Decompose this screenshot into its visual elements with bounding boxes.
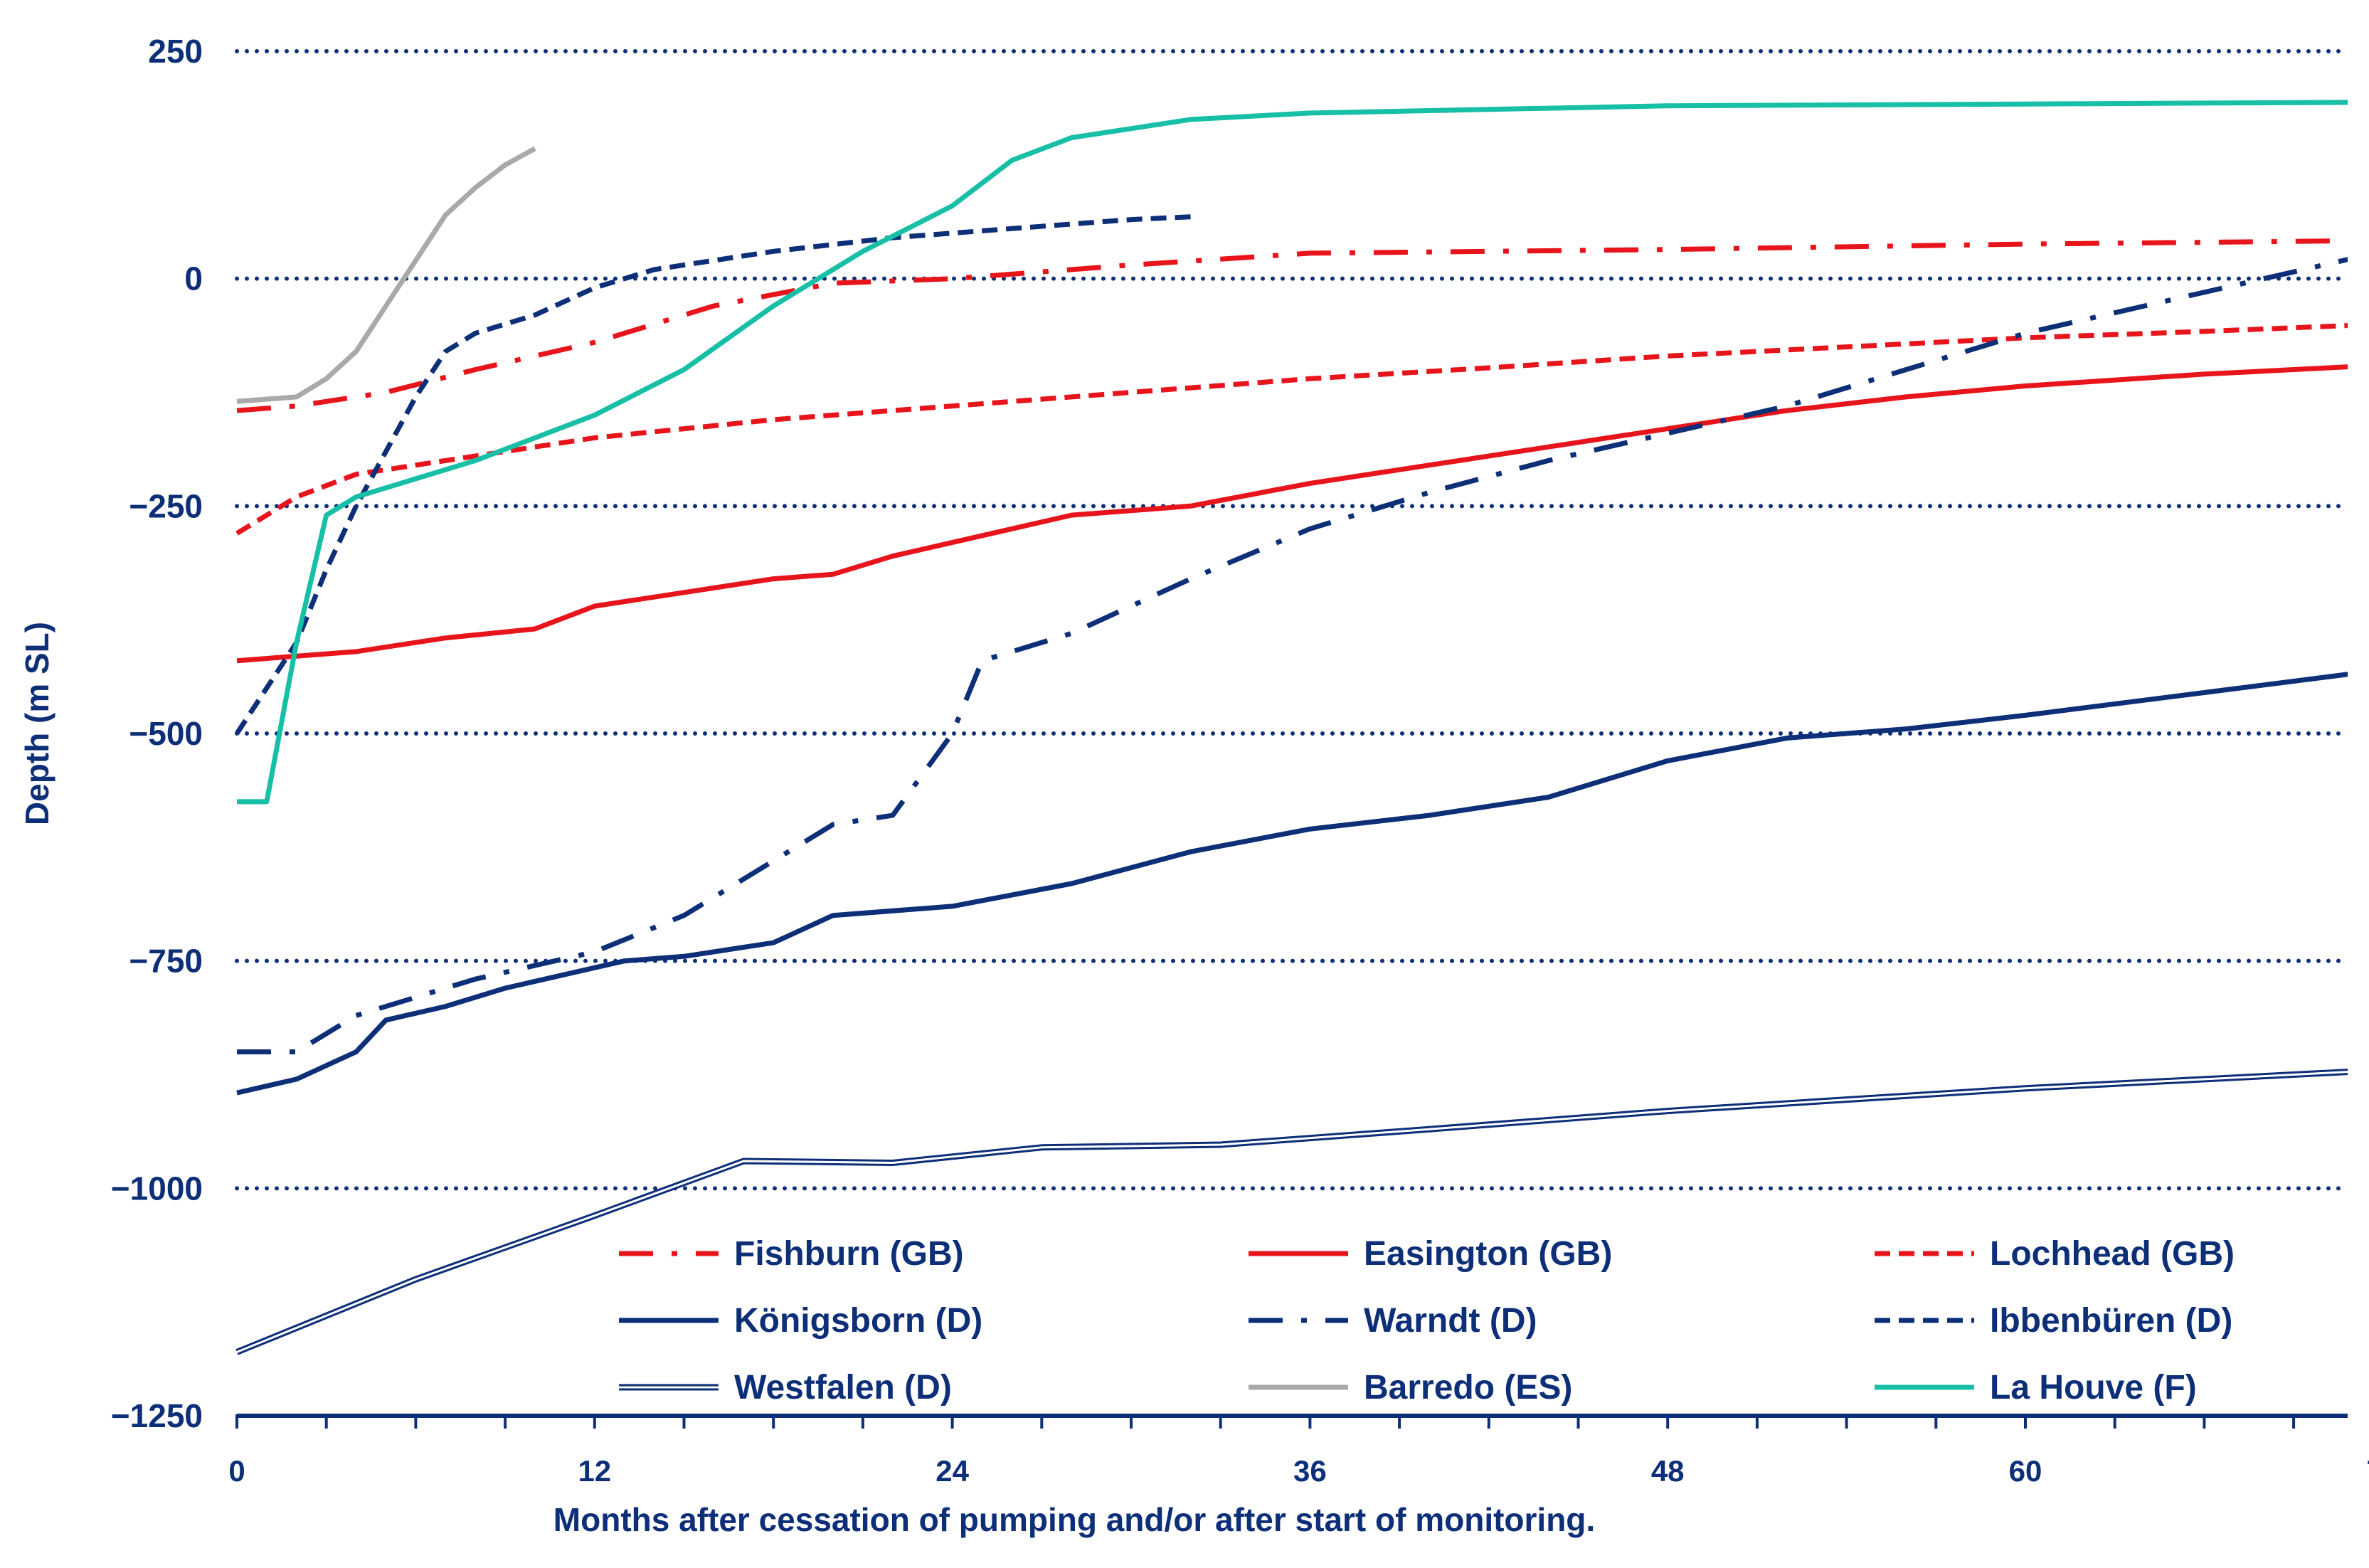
legend-label-warndt-d: Warndt (D) xyxy=(1364,1302,1537,1340)
x-tick-label: 0 xyxy=(228,1454,245,1488)
x-tick-label: 36 xyxy=(1293,1454,1327,1488)
legend-label-la-houve-f: La Houve (F) xyxy=(1990,1369,2197,1407)
series-line-ibbenburen-d xyxy=(235,214,1191,735)
y-tick-label: −250 xyxy=(129,487,203,524)
series-line-barredo-es xyxy=(236,146,536,404)
legend: Fishburn (GB) Easington (GB) Lochhead (GB)… xyxy=(619,1235,2235,1407)
y-tick-label: −1250 xyxy=(111,1397,203,1434)
series-line-easington-gb xyxy=(236,364,2348,664)
y-tick-label: −750 xyxy=(129,943,203,980)
y-tick-label: −500 xyxy=(129,715,203,752)
legend-label-konigsborn-d: Königsborn (D) xyxy=(734,1302,982,1340)
x-tick-label: 24 xyxy=(936,1454,969,1488)
legend-label-westfalen-d: Westfalen (D) xyxy=(734,1369,952,1407)
y-tick-label: −1000 xyxy=(111,1170,203,1207)
y-tick-label: 0 xyxy=(184,260,203,297)
legend-label-barredo-es: Barredo (ES) xyxy=(1364,1369,1572,1407)
series-line-warndt-d xyxy=(237,257,2348,1054)
series-line-la-houve-f xyxy=(237,100,2348,805)
legend-label-ibbenburen-d: Ibbenbüren (D) xyxy=(1990,1302,2232,1340)
y-axis-title: Depth (m SL) xyxy=(18,622,55,825)
legend-label-easington-gb: Easington (GB) xyxy=(1364,1235,1612,1273)
series-line-fishburn-gb xyxy=(236,238,2348,413)
legend-label-lochhead-gb: Lochhead (GB) xyxy=(1990,1235,2235,1273)
y-tick-label: 250 xyxy=(148,33,203,70)
gridlines xyxy=(235,49,2350,1191)
series-lines xyxy=(235,100,2348,1355)
legend-label-fishburn-gb: Fishburn (GB) xyxy=(734,1235,964,1273)
axes: 2500−250−500−750−1000−125001224364860728… xyxy=(111,33,2369,1488)
series-line-lochhead-gb xyxy=(235,323,2348,536)
x-tick-label: 12 xyxy=(578,1454,611,1488)
x-axis-title: Months after cessation of pumping and/or… xyxy=(553,1501,1595,1538)
x-tick-label: 72 xyxy=(2366,1454,2369,1488)
series-line-westfalen-d-inner xyxy=(236,1071,2348,1353)
x-tick-label: 48 xyxy=(1651,1454,1685,1488)
series-line-konigsborn-d xyxy=(236,672,2348,1096)
x-tick-label: 60 xyxy=(2009,1454,2042,1488)
